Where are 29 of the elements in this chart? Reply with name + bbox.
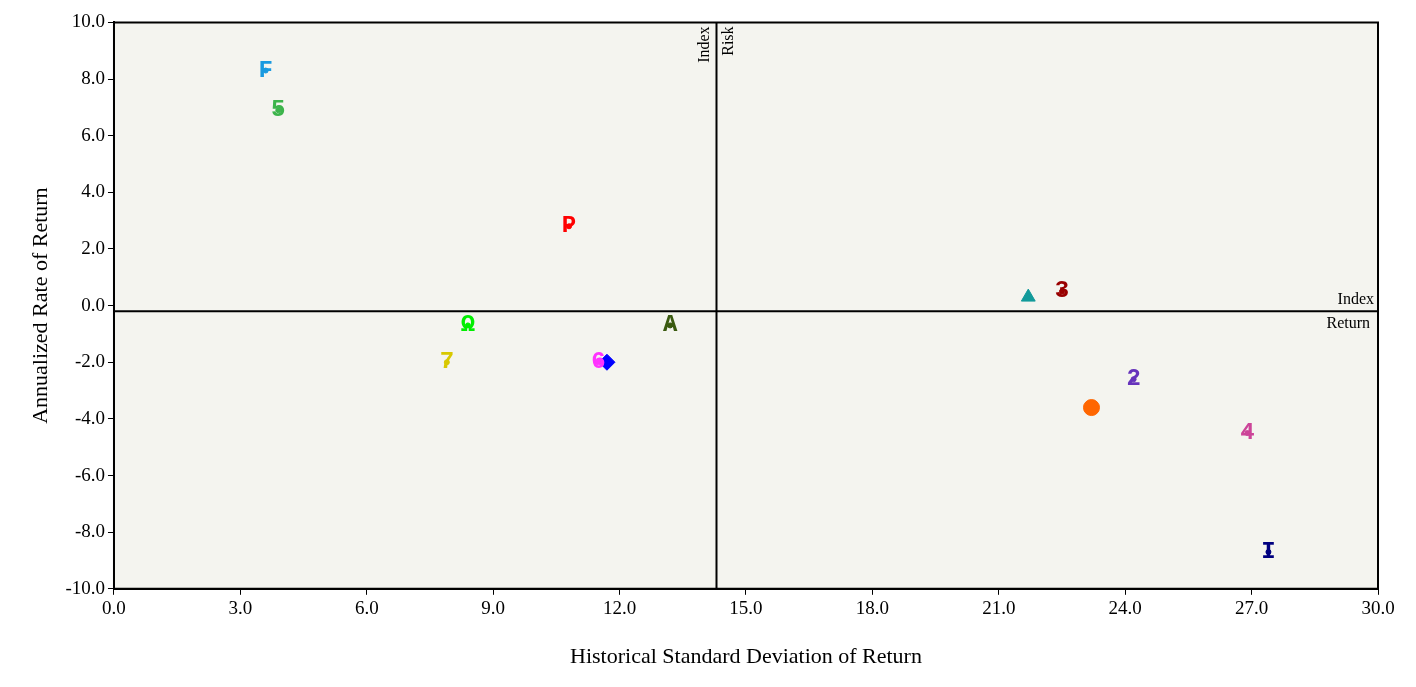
- y-tick-label: -10.0: [65, 576, 105, 598]
- ref-line-label: Index Return: [1326, 290, 1374, 332]
- x-tick-label: 21.0: [982, 597, 1016, 619]
- y-tick-label: 10.0: [71, 10, 105, 32]
- text: 5: [271, 96, 286, 124]
- x-tick-label: 15.0: [729, 597, 763, 619]
- x-tick-label: 12.0: [602, 597, 637, 619]
- y-tick-label: 8.0: [81, 67, 105, 89]
- x-tick-label: 27.0: [1234, 597, 1269, 619]
- x-tick-label: 6.0: [354, 597, 379, 619]
- y-tick-label: 4.0: [81, 180, 105, 202]
- x-tick-label: 24.0: [1108, 597, 1142, 619]
- x-tick-label: 18.0: [855, 597, 890, 619]
- y-axis-title: Annualized Rate of Return: [26, 187, 52, 424]
- x-axis-title: Historical Standard Deviation of Return: [570, 642, 922, 668]
- y-tick-label: 6.0: [81, 123, 105, 145]
- x-tick-label: 3.0: [228, 597, 253, 619]
- y-tick-label: -2.0: [74, 350, 105, 372]
- y-tick-label: -8.0: [74, 520, 105, 542]
- y-tick-label: -4.0: [74, 406, 105, 428]
- y-tick-label: 2.0: [81, 236, 105, 258]
- text: Ω: [460, 311, 476, 339]
- x-tick-label: 0.0: [102, 597, 126, 619]
- ref-line-label: Index Risk: [694, 26, 736, 63]
- x-tick-label: 9.0: [481, 597, 506, 619]
- x-tick-label: 30.0: [1361, 597, 1395, 619]
- y-tick-label: -6.0: [74, 463, 105, 485]
- text: 3: [1054, 277, 1070, 305]
- y-tick-label: 0.0: [81, 293, 105, 315]
